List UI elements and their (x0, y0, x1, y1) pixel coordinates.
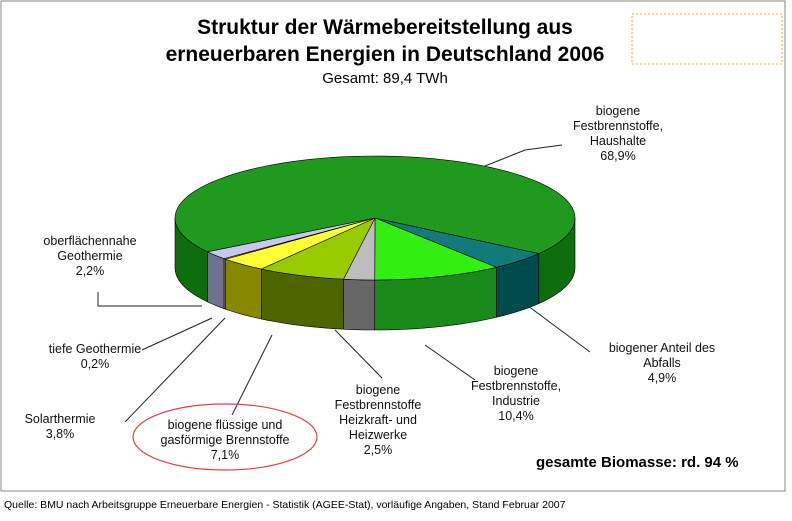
leader-line (519, 299, 591, 353)
chart-subtitle: Gesamt: 89,4 TWh (322, 70, 448, 87)
leader-line (231, 334, 273, 416)
slice-label: oberflächennahe Geothermie 2,2% (43, 234, 136, 279)
slice-label: biogene Festbrennstoffe, Industrie 10,4% (471, 364, 561, 424)
sides (174, 217, 576, 331)
value-label: 0,2% (80, 357, 110, 371)
leader-line (141, 317, 213, 351)
value-label: 2,2% (75, 264, 105, 278)
category-label: oberflächennahe Geothermie (43, 234, 137, 263)
slice (374, 217, 498, 281)
category-label: tiefe Geothermie (48, 342, 142, 356)
slice (174, 155, 576, 254)
value-label: 2,5% (363, 443, 393, 457)
slice-label: tiefe Geothermie 0,2% (49, 342, 141, 372)
leader-line (334, 329, 383, 379)
value-label: 4,9% (647, 371, 677, 385)
category-label: biogene flüssige und gasförmige Brennsto… (160, 418, 290, 447)
value-label: 68,9% (600, 149, 636, 163)
slice-side (343, 278, 376, 331)
leader-line (124, 317, 226, 423)
slice-label: biogener Anteil des Abfalls 4,9% (609, 341, 715, 386)
annotation: gesamte Biomasse: rd. 94 % (536, 454, 739, 471)
chart-title: Struktur der Wärmebereitstellung aus ern… (165, 16, 605, 66)
category-label: biogener Anteil des Abfalls (608, 341, 716, 370)
value-label: 3,8% (45, 427, 75, 441)
slice (260, 217, 376, 280)
category-label: Solarthermie (24, 412, 96, 426)
slice-side (225, 258, 262, 320)
frame (0, 0, 786, 492)
leader-line (424, 344, 476, 381)
value-label: 10,4% (498, 409, 534, 423)
slice-side (207, 251, 225, 310)
slice-label: Solarthermie 3,8% (25, 412, 96, 442)
value-label: 7,1% (210, 448, 240, 462)
category-label: biogene Festbrennstoffe, Industrie (470, 364, 562, 408)
category-label: biogene Festbrennstoffe Heizkraft- und H… (334, 383, 422, 442)
highlight-ellipse (132, 403, 318, 471)
slice-label: biogene Festbrennstoffe Heizkraft- und H… (335, 383, 422, 458)
leader-lines (97, 144, 591, 423)
slice-label: biogene Festbrennstoffe, Haushalte 68,9% (573, 104, 663, 164)
slice-label: biogene flüssige und gasförmige Brennsto… (160, 418, 289, 463)
slice (374, 217, 540, 268)
category-label: biogene Festbrennstoffe, Haushalte (572, 104, 664, 148)
slice (224, 217, 376, 270)
tops (174, 155, 576, 281)
leader-line (469, 144, 563, 173)
pie (174, 155, 576, 331)
leader-line (97, 292, 202, 307)
source: Quelle: BMU nach Arbeitsgruppe Erneuerba… (4, 499, 566, 511)
